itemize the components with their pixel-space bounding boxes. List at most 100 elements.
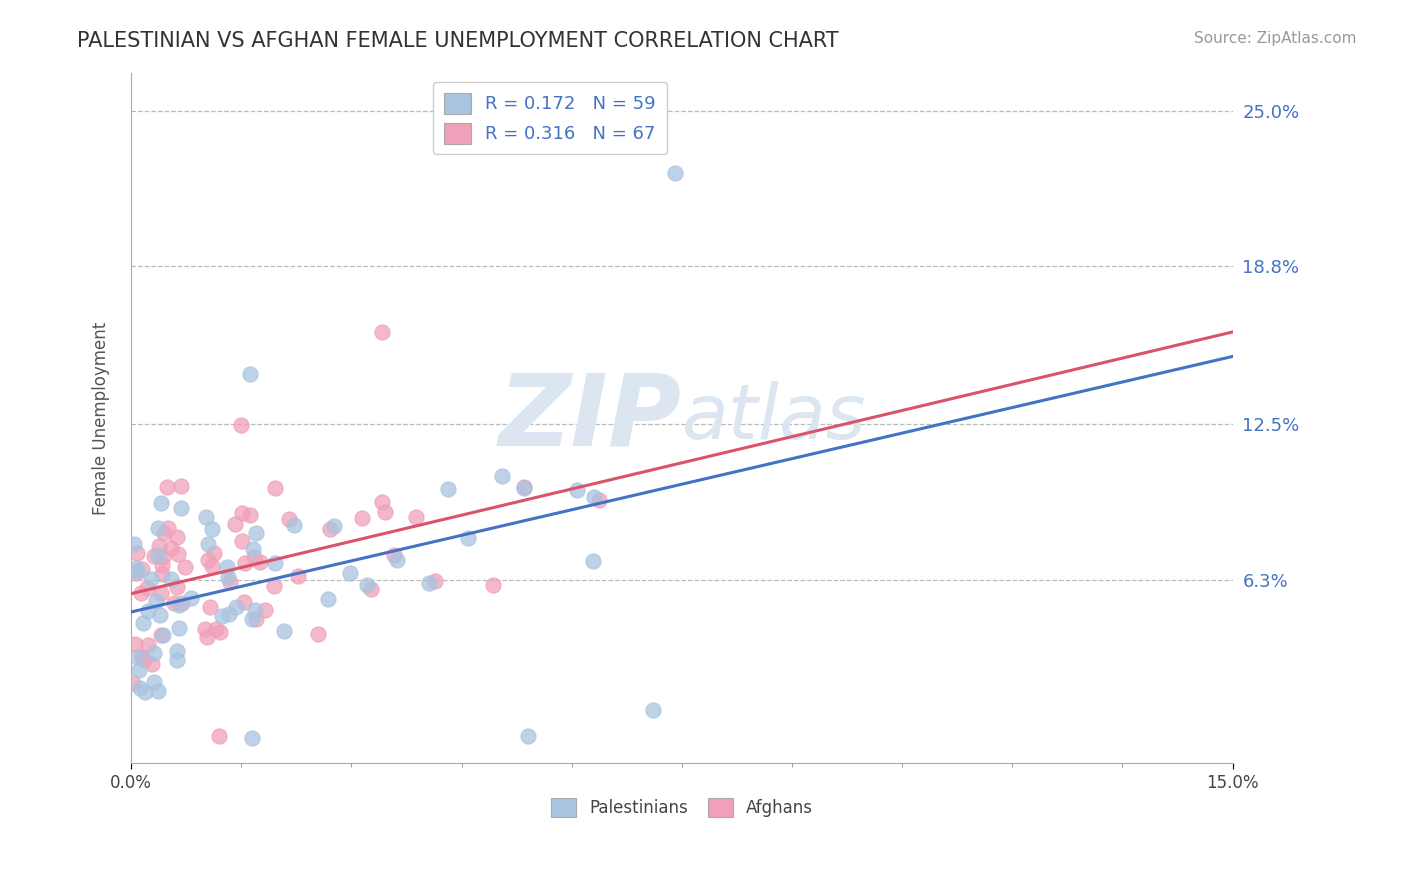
Point [360,582,382,597]
Point [141,657,163,672]
Point [239,368,262,382]
Point [307,627,329,641]
Point [201,522,224,536]
Point [150,558,173,572]
Point [197,537,219,551]
Point [319,522,342,536]
Point [218,607,240,621]
Point [145,594,167,608]
Point [125,546,148,560]
Point [211,609,233,624]
Point [131,562,153,576]
Point [233,556,256,570]
Point [582,554,605,568]
Point [194,622,217,636]
Point [170,479,193,493]
Point [565,483,588,497]
Point [131,649,153,664]
Point [150,585,173,599]
Point [263,579,285,593]
Point [129,681,152,695]
Point [125,561,148,575]
Point [425,574,447,589]
Point [352,510,374,524]
Point [146,684,169,698]
Point [167,547,190,561]
Point [180,591,202,605]
Point [142,549,165,563]
Point [197,553,219,567]
Point [148,540,170,554]
Point [163,596,186,610]
Text: PALESTINIAN VS AFGHAN FEMALE UNEMPLOYMENT CORRELATION CHART: PALESTINIAN VS AFGHAN FEMALE UNEMPLOYMEN… [77,31,839,51]
Point [588,493,610,508]
Point [491,468,513,483]
Point [170,596,193,610]
Point [142,646,165,660]
Point [156,480,179,494]
Point [225,599,247,614]
Point [153,525,176,540]
Text: Source: ZipAtlas.com: Source: ZipAtlas.com [1194,31,1357,46]
Point [122,676,145,690]
Point [139,572,162,586]
Point [240,612,263,626]
Point [371,325,394,339]
Point [323,518,346,533]
Point [201,558,224,573]
Point [166,530,188,544]
Point [194,510,217,524]
Point [215,560,238,574]
Point [370,495,392,509]
Point [339,566,361,580]
Point [136,581,159,595]
Point [129,586,152,600]
Point [166,653,188,667]
Point [148,548,170,562]
Point [217,570,239,584]
Point [356,578,378,592]
Point [243,603,266,617]
Point [167,599,190,613]
Point [231,418,253,433]
Point [243,550,266,565]
Point [146,521,169,535]
Point [287,569,309,583]
Text: atlas: atlas [682,381,866,455]
Point [233,595,256,609]
Point [166,580,188,594]
Point [513,481,536,495]
Point [418,575,440,590]
Y-axis label: Female Unemployment: Female Unemployment [93,321,110,515]
Point [231,506,253,520]
Point [149,607,172,622]
Point [385,553,408,567]
Point [437,483,460,497]
Point [481,578,503,592]
Point [641,703,664,717]
Point [318,592,340,607]
Point [159,572,181,586]
Point [122,536,145,550]
Point [218,575,240,590]
Point [382,548,405,562]
Point [150,567,173,582]
Point [253,603,276,617]
Point [224,516,246,531]
Point [204,622,226,636]
Point [150,628,173,642]
Point [138,604,160,618]
Point [231,533,253,548]
Point [159,541,181,555]
Point [127,650,149,665]
Point [124,637,146,651]
Point [245,525,267,540]
Point [278,512,301,526]
Point [149,496,172,510]
Point [127,564,149,578]
Point [138,638,160,652]
Point [209,624,232,639]
Point [152,549,174,564]
Point [142,674,165,689]
Point [664,166,686,180]
